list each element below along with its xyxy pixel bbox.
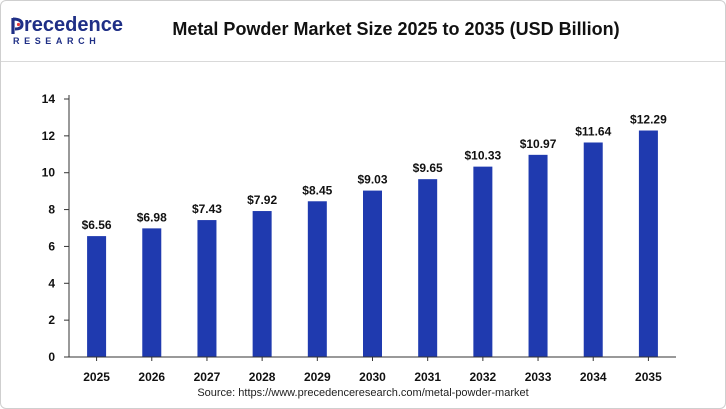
bar-2027 — [197, 220, 217, 357]
logo-subtext: RESEARCH — [13, 36, 101, 46]
data-label: $12.29 — [630, 113, 667, 127]
data-label: $9.03 — [357, 173, 387, 187]
x-tick-label: 2035 — [635, 370, 662, 384]
bars: $6.56 $6.98 $7.43 $7.92 $8.45 $9.03 $9.65 $10.3… — [82, 113, 667, 357]
data-label: $6.56 — [82, 218, 112, 232]
x-tick-label: 2028 — [249, 370, 276, 384]
header: recedence RESEARCH Metal Powder Market S… — [1, 1, 725, 62]
x-tick-label: 2032 — [470, 370, 497, 384]
source-note: Source: https://www.precedenceresearch.c… — [197, 387, 529, 399]
data-label: $10.33 — [465, 149, 502, 163]
data-label: $11.64 — [575, 124, 611, 138]
y-tick-label: 12 — [42, 129, 56, 143]
y-tick-label: 14 — [42, 92, 56, 106]
brand-logo: recedence RESEARCH — [11, 14, 123, 50]
bar-2028 — [252, 211, 272, 357]
bar-2030 — [363, 190, 382, 357]
x-tick-label: 2025 — [83, 370, 110, 384]
bar-2033 — [528, 154, 548, 357]
x-tick-label: 2026 — [138, 370, 165, 384]
x-tick-label: 2033 — [525, 370, 552, 384]
x-tick-label: 2027 — [194, 370, 221, 384]
chart-title: Metal Powder Market Size 2025 to 2035 (U… — [172, 19, 620, 39]
bar-2026 — [142, 228, 162, 357]
x-tick-label: 2034 — [580, 370, 607, 384]
data-label: $7.92 — [247, 193, 277, 207]
x-tick-label: 2030 — [359, 370, 386, 384]
y-axis: 0 2 4 6 8 10 12 14 — [42, 92, 70, 364]
bar-2032 — [473, 166, 493, 357]
y-tick-label: 10 — [42, 166, 56, 180]
bar-2025 — [87, 236, 107, 357]
y-tick-label: 4 — [48, 276, 55, 290]
data-label: $10.97 — [520, 137, 557, 151]
bar-2034 — [583, 142, 603, 357]
data-label: $9.65 — [413, 161, 443, 175]
y-tick-label: 2 — [48, 313, 55, 327]
data-label: $8.45 — [302, 183, 332, 197]
x-tick-label: 2029 — [304, 370, 331, 384]
y-tick-label: 0 — [48, 350, 55, 364]
logo-p-mark-icon — [11, 17, 24, 34]
bar-2035 — [638, 130, 658, 357]
data-label: $7.43 — [192, 202, 222, 216]
y-tick-label: 8 — [48, 203, 55, 217]
bar-2031 — [418, 179, 438, 357]
x-tick-label: 2031 — [414, 370, 441, 384]
y-tick-label: 6 — [48, 239, 55, 253]
bar-2029 — [307, 201, 327, 357]
data-label: $6.98 — [137, 210, 167, 224]
logo-wordmark: recedence — [24, 14, 123, 36]
x-axis: 2025 2026 2027 2028 2029 2030 2031 2032 2033 2034… — [69, 356, 676, 384]
